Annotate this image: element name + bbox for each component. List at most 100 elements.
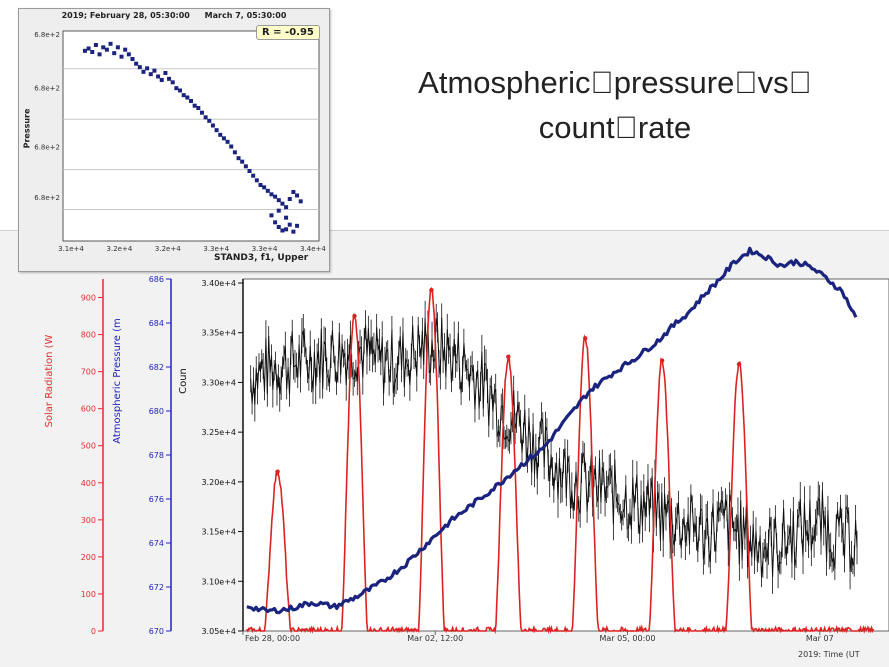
pressure-tick-label: 686 [149, 275, 164, 284]
inset-start-date: 2019; February 28, 05:30:00 [61, 11, 190, 20]
scatter-point [170, 80, 175, 85]
scatter-point [284, 205, 289, 210]
pressure-series-line [246, 246, 858, 615]
scatter-point [90, 50, 95, 54]
time-tick-label: Mar 02, 12:00 [407, 634, 463, 643]
pressure-tick-label: 682 [149, 363, 164, 372]
counts-tick-label: 3.05e+4 [201, 627, 236, 636]
scatter-point [218, 132, 223, 137]
scatter-point [93, 43, 98, 47]
scatter-point [280, 228, 285, 233]
radiation-tick-label: 400 [81, 479, 96, 488]
radiation-tick-label: 500 [81, 442, 96, 451]
inset-date-range: 2019; February 28, 05:30:00 March 7, 05:… [19, 11, 329, 20]
scatter-point [137, 65, 142, 70]
inset-y-tick-label: 6.8e+2 [34, 144, 60, 152]
pressure-tick-label: 684 [149, 319, 164, 328]
scatter-point [269, 213, 274, 218]
scatter-point [119, 54, 124, 59]
scatter-point [145, 66, 150, 71]
slide-title-line1: Atmospheric pressure vs  [418, 65, 812, 100]
main-chart-panel: 0 100 200 300 400 500 600 700 800 900 Solar Radiat… [0, 230, 889, 667]
inset-x-tick-label: 3.2e+4 [155, 245, 181, 253]
scatter-point [247, 169, 252, 173]
scatter-point [101, 45, 106, 50]
radiation-tick-label: 600 [81, 405, 96, 414]
scatter-point [287, 222, 292, 227]
scatter-point [152, 68, 157, 73]
inset-y-tick-label: 6.8e+2 [34, 31, 60, 39]
pressure-tick-label: 670 [149, 627, 164, 636]
scatter-point [148, 72, 153, 77]
pressure-axis-label: Atmospheric Pressure (m [112, 318, 123, 444]
radiation-peak-point [352, 313, 357, 319]
scatter-point [254, 178, 259, 183]
scatter-point [229, 144, 234, 149]
scatter-point [276, 198, 281, 203]
scatter-point [203, 115, 208, 120]
counts-series-line [250, 317, 858, 578]
scatter-point [108, 41, 113, 46]
counts-tick-label: 3.35e+4 [201, 329, 236, 338]
radiation-peak-point [429, 287, 434, 293]
pressure-tick-label: 674 [149, 539, 164, 548]
inset-x-tick-label: 3.1e+4 [58, 245, 84, 253]
radiation-peak-point [506, 354, 511, 360]
counts-tick-label: 3.40e+4 [201, 279, 236, 288]
scatter-point [236, 156, 241, 161]
scatter-point [280, 201, 285, 206]
inset-x-axis-label: STAND3, f1, Upper [214, 253, 309, 263]
scatter-point [123, 47, 128, 52]
counts-tick-label: 3.15e+4 [201, 528, 236, 537]
scatter-point [291, 190, 296, 194]
scatter-point [167, 76, 172, 81]
counts-tick-label: 3.10e+4 [201, 577, 236, 586]
radiation-tick-label: 0 [91, 627, 96, 636]
time-axis-label: 2019: Time (UT [798, 650, 860, 659]
scatter-point [221, 136, 226, 141]
counts-tick-label: 3.30e+4 [201, 378, 236, 387]
scatter-point [265, 188, 270, 193]
radiation-tick-label: 300 [81, 516, 96, 525]
time-tick-label: Mar 07 [806, 634, 834, 643]
scatter-point [251, 173, 256, 178]
scatter-point [185, 95, 190, 100]
pressure-tick-label: 680 [149, 407, 164, 416]
radiation-tick-label: 700 [81, 368, 96, 377]
inset-x-tick-label: 3.3e+4 [203, 245, 229, 253]
inset-x-tick-label: 3.3e+4 [252, 245, 278, 253]
scatter-point [130, 57, 135, 61]
radiation-tick-label: 200 [81, 553, 96, 562]
radiation-peak-point [736, 362, 742, 367]
radiation-peak-point [275, 469, 280, 474]
radiation-tick-label: 100 [81, 590, 96, 599]
radiation-tick-label: 800 [81, 331, 96, 340]
scatter-point [104, 47, 109, 52]
scatter-point [295, 223, 300, 228]
scatter-point [174, 86, 179, 91]
correlation-badge: R = -0.95 [256, 25, 320, 40]
scatter-point [192, 103, 197, 108]
scatter-point [273, 220, 278, 225]
scatter-point [287, 197, 292, 201]
scatter-point [97, 52, 102, 57]
scatter-point [189, 99, 193, 103]
scatter-point [258, 183, 263, 187]
main-plot-area [242, 278, 889, 632]
slide-title: Atmospheric pressure vs  count rate [335, 60, 889, 150]
scatter-point [298, 199, 303, 204]
slide-title-line2: count rate [538, 110, 692, 145]
scatter-point [243, 164, 248, 169]
scatter-point [181, 93, 186, 98]
scatter-point [112, 51, 117, 56]
scatter-point [159, 78, 164, 82]
scatter-point [134, 61, 139, 66]
scatter-point [276, 208, 281, 213]
pressure-tick-label: 676 [149, 495, 164, 504]
inset-y-tick-label: 6.8e+2 [34, 194, 60, 202]
scatter-point [156, 74, 161, 79]
scatter-point [232, 150, 237, 155]
scatter-point [214, 128, 219, 133]
scatter-point [210, 123, 215, 128]
counts-axis-label: Coun [178, 368, 189, 394]
